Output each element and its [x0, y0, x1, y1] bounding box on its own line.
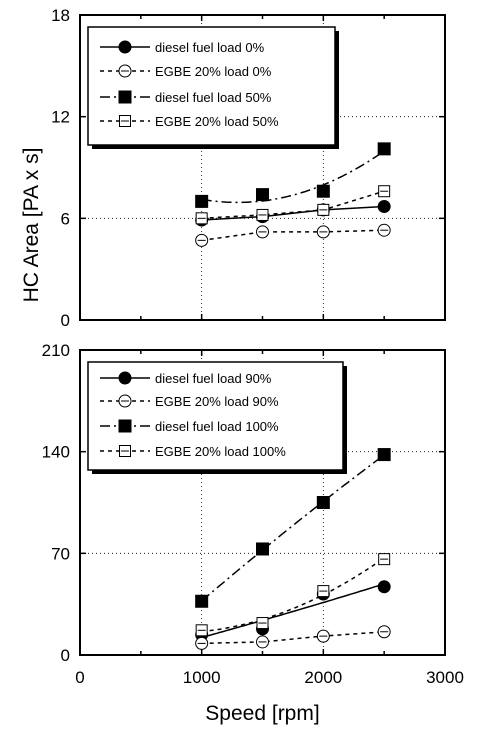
legend-label: EGBE 20% load 50% — [155, 114, 279, 129]
data-point — [316, 496, 330, 509]
y-axis-title: HC Area [PA x s] — [20, 148, 43, 303]
legend-label: diesel fuel load 90% — [155, 371, 272, 386]
legend-label: diesel fuel load 50% — [155, 90, 272, 105]
series-line — [201, 190, 385, 220]
data-point — [316, 184, 330, 198]
legend-label: EGBE 20% load 0% — [155, 64, 272, 79]
y-tick-label: 210 — [42, 341, 70, 360]
series-line — [201, 229, 385, 242]
legend-marker — [118, 90, 132, 104]
data-point — [256, 188, 269, 202]
y-tick-label: 140 — [42, 443, 70, 462]
y-tick-label: 12 — [51, 108, 70, 127]
series-2 — [195, 625, 391, 650]
y-tick-label: 0 — [61, 311, 70, 330]
series-4 — [195, 553, 391, 637]
legend-label: diesel fuel load 0% — [155, 40, 265, 55]
legend-label: EGBE 20% load 90% — [155, 394, 279, 409]
panel-top: 0 6 12 18 HC Area [PA x s] diesel fuel load 0… — [20, 6, 446, 330]
data-point — [256, 542, 269, 556]
series-line — [201, 631, 385, 645]
data-point — [377, 199, 391, 213]
series-line — [201, 583, 385, 639]
x-tick-label: 2000 — [304, 668, 342, 687]
y-tick-label: 18 — [51, 6, 70, 25]
data-point — [377, 580, 391, 594]
series-4 — [195, 185, 391, 225]
legend-label: diesel fuel load 100% — [155, 419, 279, 434]
x-axis-title: Speed [rpm] — [205, 702, 319, 725]
series-line — [201, 150, 385, 204]
series-1 — [195, 580, 391, 642]
series-line — [201, 557, 385, 633]
legend-label: EGBE 20% load 100% — [155, 444, 286, 459]
y-tick-label: 0 — [61, 646, 70, 665]
series-line — [201, 454, 385, 602]
y-tick-label: 70 — [51, 544, 70, 563]
data-point — [195, 194, 209, 208]
series-2 — [195, 223, 391, 247]
data-point — [377, 448, 391, 462]
series-3 — [195, 448, 391, 608]
legend-marker — [118, 371, 132, 385]
series-1 — [195, 199, 391, 227]
legend: diesel fuel load 0% EGBE 20% load 0% diese… — [87, 26, 339, 149]
x-tick-label: 3000 — [426, 668, 464, 687]
data-point — [377, 142, 391, 156]
legend: diesel fuel load 90% EGBE 20% load 90% die… — [87, 361, 347, 474]
panel-bottom: 0 70 140 210 0 1000 2000 3000 Speed [rpm] diesel … — [42, 341, 464, 725]
series-3 — [195, 142, 391, 208]
series-line — [201, 205, 385, 221]
x-tick-label: 1000 — [183, 668, 221, 687]
x-tick-label: 0 — [75, 668, 84, 687]
legend-marker — [118, 40, 132, 54]
data-point — [195, 594, 209, 608]
legend-marker — [118, 419, 132, 433]
y-tick-label: 6 — [61, 209, 70, 228]
